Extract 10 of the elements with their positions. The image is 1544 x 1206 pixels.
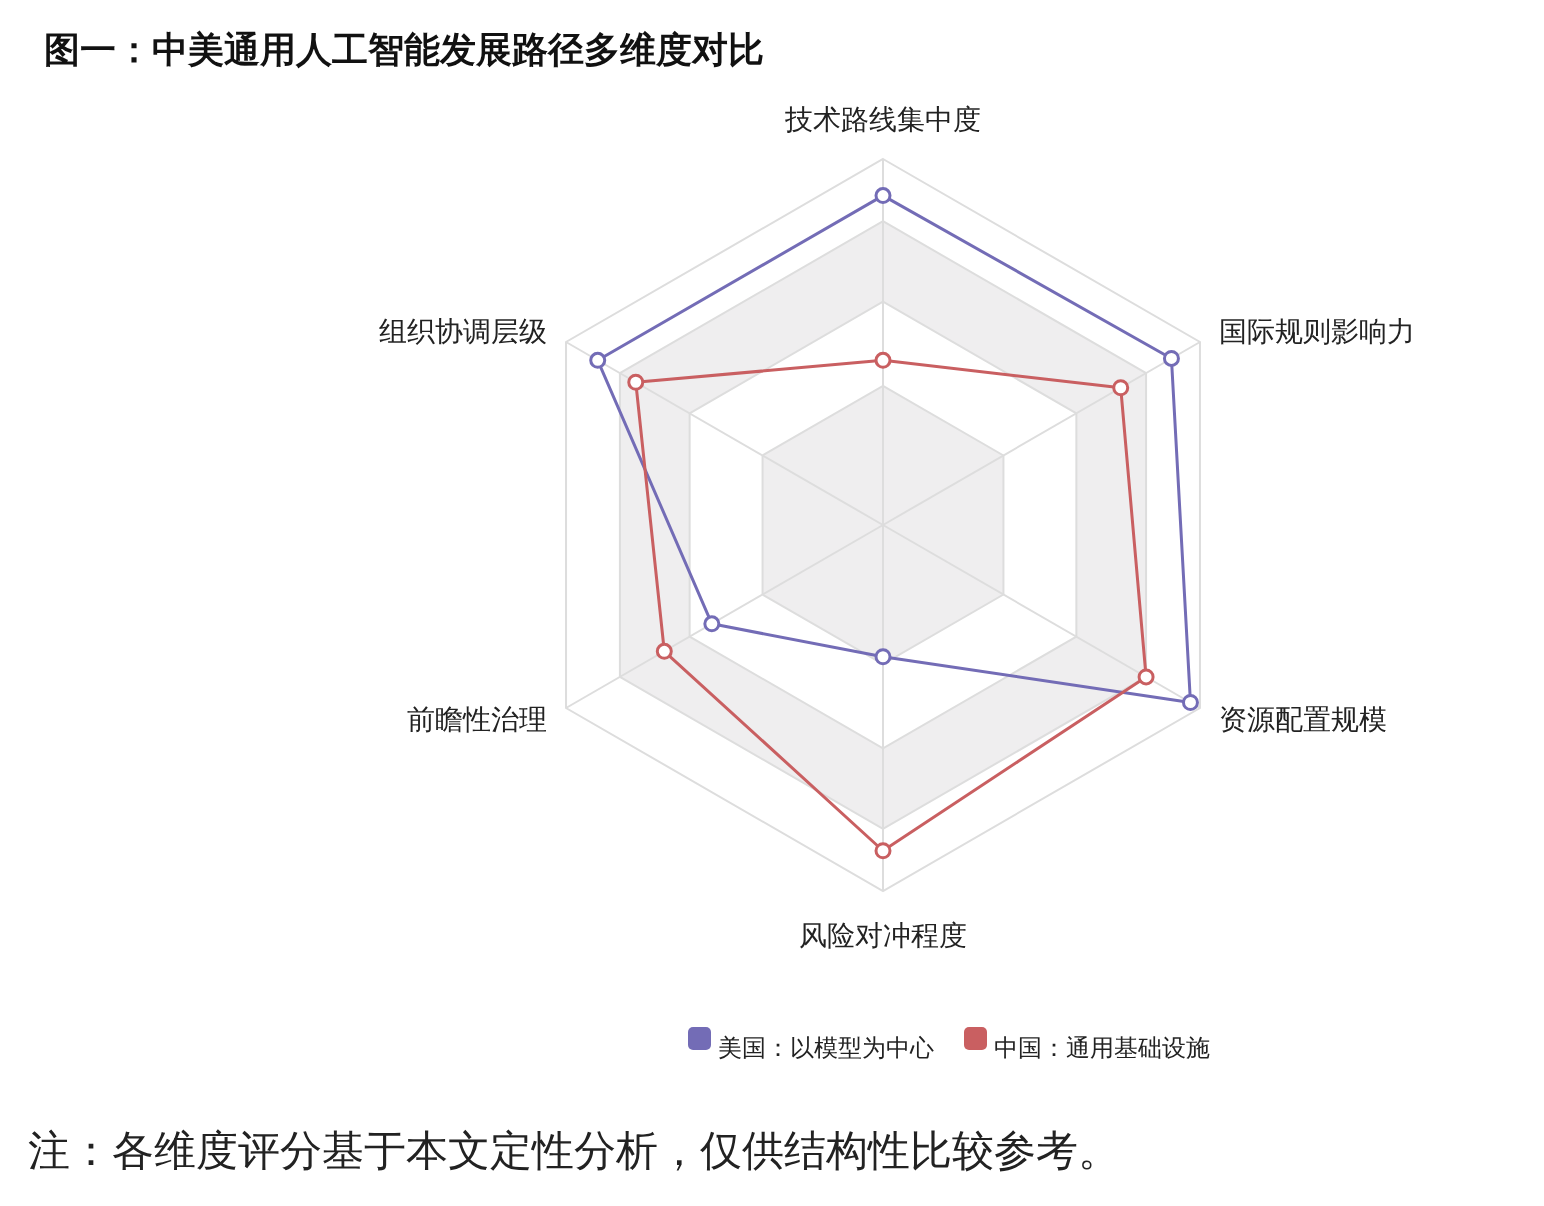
spoke-label: 前瞻性治理 xyxy=(407,702,548,736)
legend-label: 美国：以模型为中心 xyxy=(718,1034,934,1062)
spoke-label: 组织协调层级 xyxy=(379,315,548,349)
legend-label: 中国：通用基础设施 xyxy=(994,1034,1210,1062)
spoke-label: 风险对冲程度 xyxy=(799,918,967,952)
spoke-label: 国际规则影响力 xyxy=(1218,315,1415,349)
spoke-label: 资源配置规模 xyxy=(1218,702,1387,736)
text: 注：各维度评分基于本文定性分析，仅供结构性比较参考。 xyxy=(28,1126,1120,1175)
chart-title: 图一：中美通用人工智能发展路径多维度对比 xyxy=(44,29,764,70)
spoke-label: 技术路线集中度 xyxy=(784,103,981,137)
